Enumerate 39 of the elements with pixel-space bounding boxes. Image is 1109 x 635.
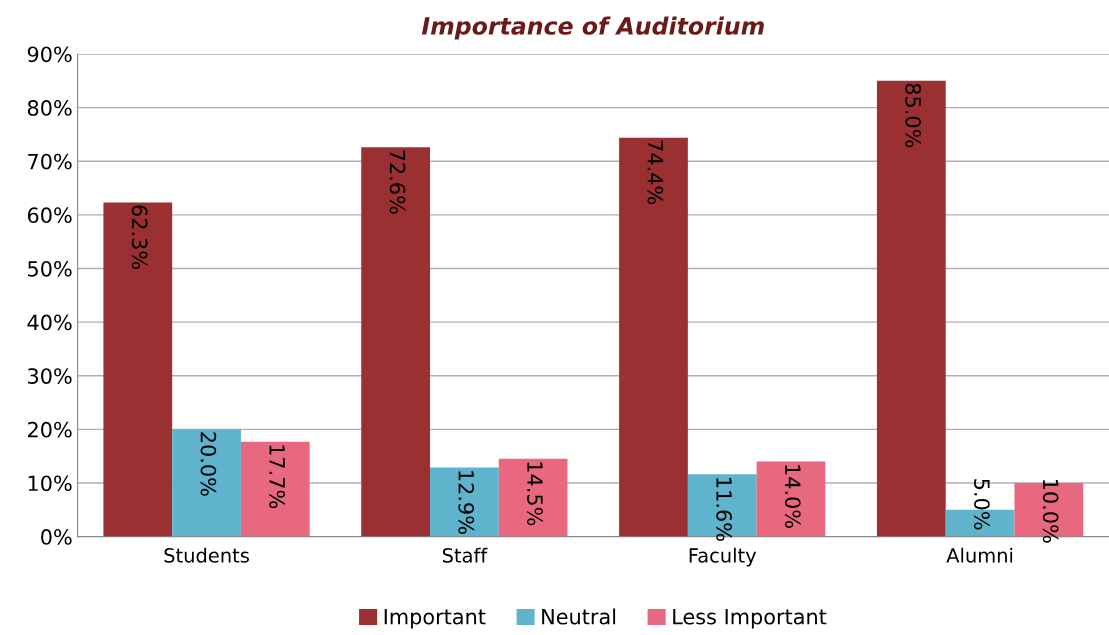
bar	[240, 441, 310, 537]
x-tick-label: Staff	[442, 547, 488, 563]
data-label: 10.0%	[1042, 479, 1059, 543]
data-label: 5.0%	[974, 479, 990, 530]
legend-label: Less Important	[673, 609, 827, 629]
data-label: 12.9%	[458, 471, 475, 534]
bar	[172, 429, 241, 537]
data-label: 72.6%	[389, 150, 406, 214]
data-label: 14.5%	[527, 462, 543, 526]
x-tick-label: Faculty	[689, 547, 757, 567]
data-label: 11.6%	[716, 478, 732, 541]
data-label: 14.0%	[784, 465, 801, 528]
bar	[430, 467, 499, 537]
y-tick-label: 20%	[27, 421, 72, 438]
data-label: 20.0%	[200, 432, 217, 496]
legend-label: Important	[384, 609, 486, 629]
chart-title: Importance of Auditorium	[421, 16, 764, 40]
y-tick-label: 30%	[28, 368, 72, 384]
bar	[498, 458, 568, 537]
y-tick-label: 0%	[41, 529, 72, 545]
bar	[619, 137, 688, 537]
bar	[756, 461, 826, 537]
y-tick-label: 70%	[28, 153, 72, 170]
y-tick-label: 60%	[27, 207, 72, 224]
bar	[876, 80, 946, 537]
y-tick-label: 40%	[27, 314, 72, 331]
data-label: 74.4%	[647, 140, 664, 205]
y-tick-label: 10%	[28, 475, 72, 492]
bar	[103, 202, 173, 537]
data-label: 85.0%	[905, 83, 922, 148]
y-tick-label: 50%	[28, 260, 72, 277]
data-label: 62.3%	[131, 205, 148, 269]
y-tick-label: 80%	[27, 100, 72, 116]
x-tick-label: Students	[164, 547, 249, 563]
y-tick-label: 90%	[27, 46, 72, 63]
data-label: 17.7%	[269, 445, 286, 509]
legend-label: Neutral	[542, 608, 616, 625]
bar	[361, 147, 431, 537]
x-tick-label: Alumni	[946, 547, 1013, 563]
